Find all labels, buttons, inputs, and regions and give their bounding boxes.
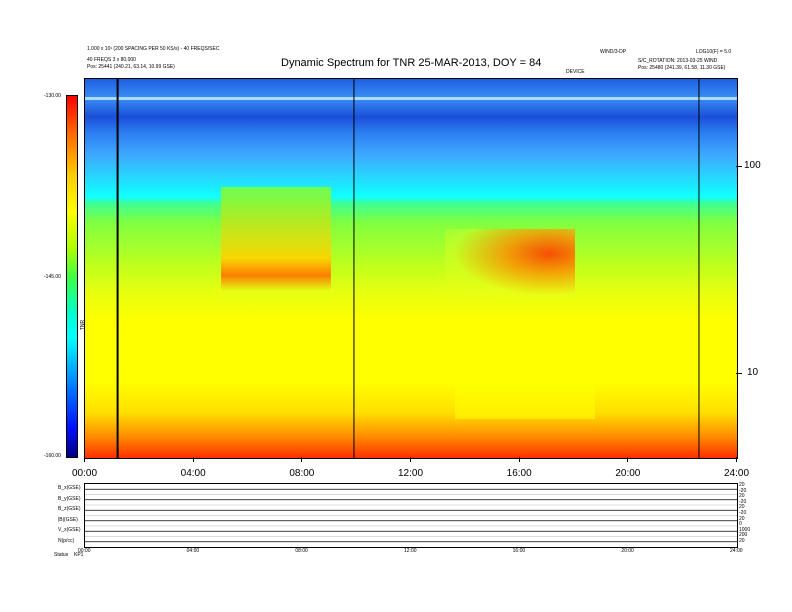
lower-left-label: B_x(GSE) [58,485,81,491]
header-right-label-a: WIND/3-DP [600,49,627,55]
x-tick-mark [410,457,411,462]
x-tick-mark [627,457,629,462]
y-tick-10: 10 [747,367,759,378]
spectrogram-plot [84,78,738,459]
colorbar-tick-bottom: -160.00 [44,453,61,459]
y-tick-mark-100 [736,166,742,167]
lower-left-label: V_x(GSE) [58,527,81,533]
x-tick-mark [518,457,520,462]
lower-right-label: 1000 [739,526,751,533]
header-right-line3: Pos: 25480 (241.39, 61.58, 11.30 GSE) [638,65,726,71]
lower-x-tick-label: 16:00 [512,548,526,554]
lower-left-label: B_z(GSE) [58,506,81,512]
x-tick-label: 12:00 [398,468,424,479]
lower-x-tick-label: 20:00 [621,548,634,554]
x-tick-mark [84,457,85,462]
header-mid-label: DEVICE [566,69,585,75]
header-left-line3: Pos: 25441 (240.21, 63.14, 10.99 GSE) [87,64,175,70]
lower-right-label: -20 [739,498,747,505]
lower-right-label: 20 [739,493,745,500]
lower-right-label: -20 [739,487,747,494]
lower-panels [84,483,738,548]
vertical-lines-layer [116,79,700,458]
lower-right-label: 20 [739,538,745,544]
header-left-line1: 1.000 x 10¹ (200 SPACING PER 50 KS/s) - … [87,46,220,52]
header-right-label-b: LOG10(F) = 5.0 [696,49,732,55]
lower-x-tick-label: 12:00 [404,548,417,554]
lower-x-tick-label: 24:00 [730,548,743,554]
bright-band-morning [221,187,331,317]
lower-x-tick-label: 08:00 [295,548,308,554]
x-tick-label: 00:00 [72,468,98,479]
colorbar-tick-mid: -145.00 [44,274,61,280]
x-tick-mark [301,457,303,462]
lower-left-label: N(p/cc) [58,537,75,544]
x-tick-label: 08:00 [289,468,315,479]
lower-right-label: 0 [739,521,742,528]
x-tick-label: 20:00 [615,468,641,479]
footer-left: Status [54,552,69,558]
x-tick-mark [192,457,194,462]
colorbar [66,95,78,458]
header-right-line2: S/C_ROTATION: 2013-03-25 WIND [638,58,718,64]
x-tick-mark [736,457,737,462]
y-tick-mark-10 [736,373,742,374]
spectrogram-base [85,79,737,458]
drifting-emission [445,229,575,299]
lower-yellow-region [455,319,595,419]
footer-right: KP1 [74,552,84,558]
lower-traces [85,488,737,543]
lower-right-label: 200 [739,532,748,539]
x-tick-label: 24:00 [724,468,750,479]
lower-left-label: |B|(GSE) [58,516,78,523]
x-tick-label: 16:00 [506,468,532,479]
lower-left-label: B_y(GSE) [58,495,81,502]
lower-x-tick-label: 00:00 [78,548,91,554]
header-left-line2: 40 FREQS 3 x 80,000 [87,57,136,63]
top-pale-stripe [85,97,737,100]
lower-right-label: 20 [739,515,745,522]
colorbar-tick-top: -130.00 [44,93,61,99]
lower-right-label: 20 [739,482,745,488]
x-tick-label: 04:00 [180,468,206,479]
y-tick-100: 100 [744,160,761,171]
lower-right-label: 20 [739,504,745,511]
lower-x-tick-label: 04:00 [186,548,200,554]
chart-title: Dynamic Spectrum for TNR 25-MAR-2013, DO… [281,57,542,69]
lower-right-label: -20 [739,510,747,516]
